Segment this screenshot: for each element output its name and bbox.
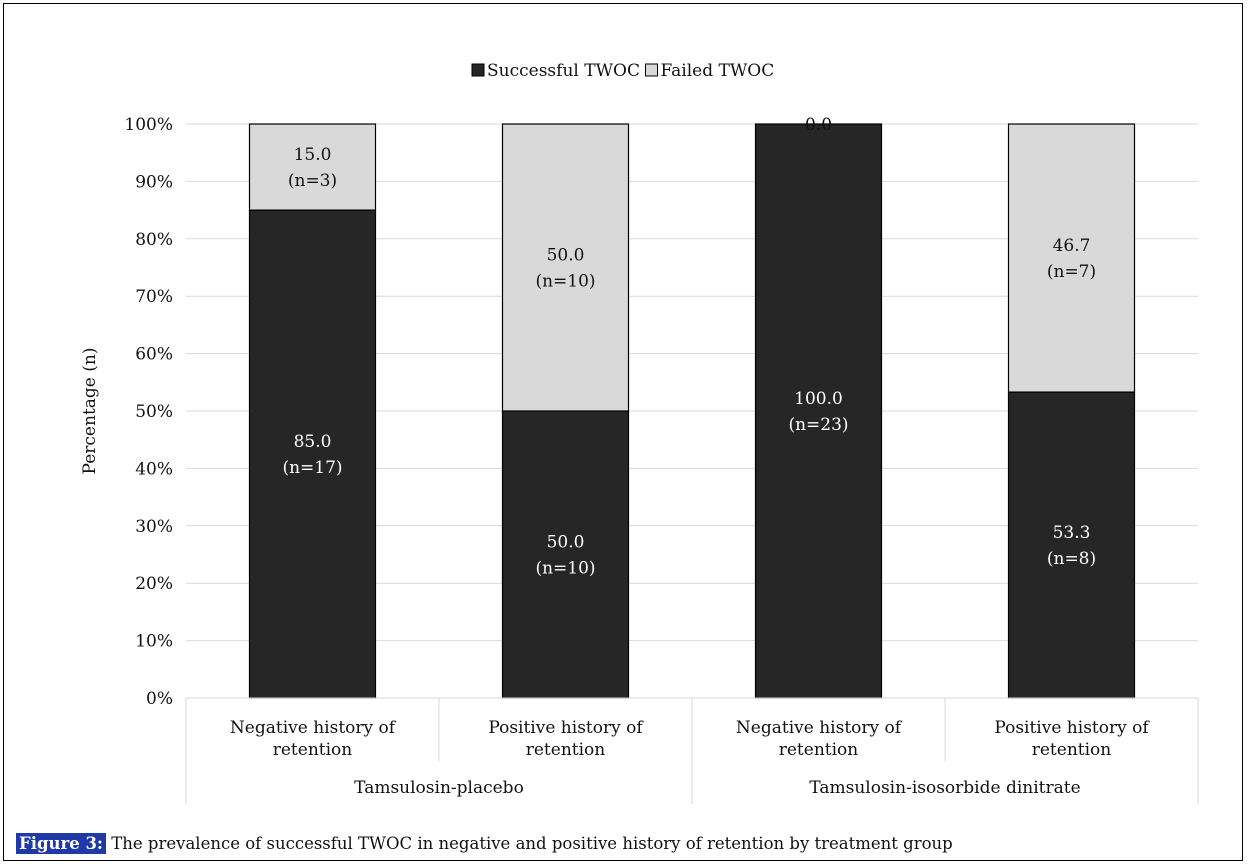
x-category-label: retention xyxy=(273,740,353,760)
figure-frame: 0% 10% 20% 30% 40% 50% 60% 70% 80% 90% 100% Percent… xyxy=(3,3,1243,861)
x-group-label: Tamsulosin-placebo xyxy=(354,778,524,798)
y-tick-label: 0% xyxy=(146,689,173,709)
data-label: (n=23) xyxy=(788,415,848,435)
y-tick-label: 70% xyxy=(135,287,173,307)
data-label: 100.0 xyxy=(794,389,843,409)
x-category-label: Positive history of xyxy=(994,718,1150,738)
y-tick-label: 50% xyxy=(135,402,173,422)
bar-segment-successful xyxy=(501,410,630,699)
data-label: 50.0 xyxy=(547,246,585,266)
data-label: (n=17) xyxy=(282,458,342,478)
bar-segment-successful xyxy=(248,209,377,699)
data-label: 85.0 xyxy=(294,432,332,452)
data-label: (n=10) xyxy=(535,559,595,579)
caption-label: Figure 3: xyxy=(16,833,107,854)
legend-swatch xyxy=(645,63,658,77)
bar-segment-successful xyxy=(1007,391,1136,699)
bar-segment-successful xyxy=(754,123,883,699)
data-label: (n=7) xyxy=(1047,262,1096,282)
x-category-label: retention xyxy=(779,740,859,760)
data-label: (n=3) xyxy=(288,171,337,191)
y-axis-title: Percentage (n) xyxy=(80,348,100,475)
x-category-label: Negative history of xyxy=(736,718,903,738)
data-label: (n=8) xyxy=(1047,549,1096,569)
x-category-label: Positive history of xyxy=(488,718,644,738)
y-tick-label: 60% xyxy=(135,345,173,365)
y-tick-label: 30% xyxy=(135,517,173,537)
y-tick-label: 10% xyxy=(135,632,173,652)
data-label: (n=10) xyxy=(535,272,595,292)
legend-label: Failed TWOC xyxy=(661,61,775,81)
data-label: 0.0 xyxy=(805,115,832,135)
y-tick-label: 90% xyxy=(135,172,173,192)
legend-label: Successful TWOC xyxy=(487,61,640,81)
stacked-bar-chart: 0% 10% 20% 30% 40% 50% 60% 70% 80% 90% 100% Percent… xyxy=(80,61,1199,804)
y-tick-label: 100% xyxy=(124,115,173,135)
data-label: 53.3 xyxy=(1053,523,1091,543)
caption-text: The prevalence of successful TWOC in neg… xyxy=(106,834,953,853)
data-label: 46.7 xyxy=(1053,236,1091,256)
data-label: 15.0 xyxy=(294,145,332,165)
bar-segment-failed xyxy=(248,123,377,211)
x-category-label: Negative history of xyxy=(230,718,397,738)
y-tick-label: 20% xyxy=(135,574,173,594)
data-label: 50.0 xyxy=(547,533,585,553)
y-tick-label: 80% xyxy=(135,230,173,250)
y-tick-label: 40% xyxy=(135,459,173,479)
bar-segment-failed xyxy=(1007,123,1136,393)
figure-caption: Figure 3: The prevalence of successful T… xyxy=(16,833,953,854)
x-group-label: Tamsulosin-isosorbide dinitrate xyxy=(809,778,1080,798)
legend-swatch xyxy=(471,63,485,77)
bar-segment-failed xyxy=(501,123,630,412)
x-category-label: retention xyxy=(1032,740,1112,760)
x-category-label: retention xyxy=(526,740,606,760)
